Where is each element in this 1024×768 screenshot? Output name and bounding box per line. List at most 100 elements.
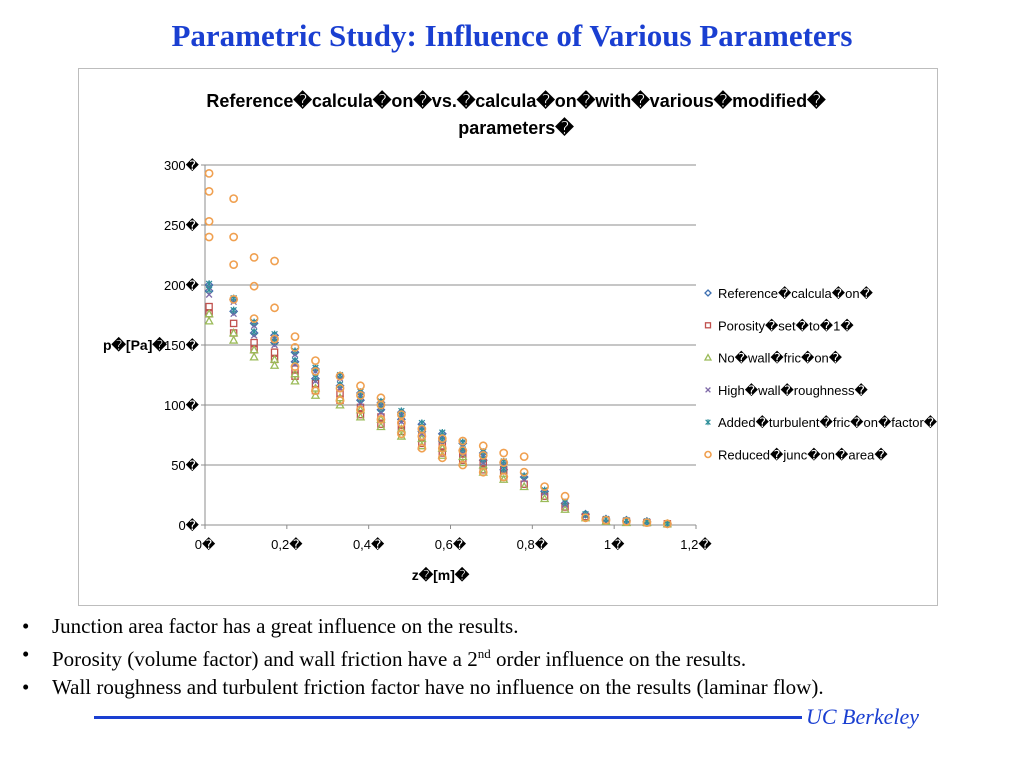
data-point: [478, 467, 488, 477]
data-point: [229, 232, 239, 242]
data-point: [642, 518, 652, 527]
series-0: [204, 280, 672, 529]
x-tick-label: 0,2�: [271, 537, 303, 552]
data-point: [290, 376, 300, 385]
data-point: [249, 252, 259, 262]
data-point: [290, 342, 300, 352]
legend-label: High�wall�roughness�: [718, 383, 869, 398]
data-point: [271, 337, 278, 345]
bullet-marker: •: [22, 675, 30, 699]
data-point: [459, 456, 467, 464]
data-point: [376, 421, 386, 431]
data-point: [519, 452, 529, 461]
data-point: [335, 371, 345, 381]
scatter-chart: Reference�calcula�on�vs.�calcula�on�with…: [103, 90, 937, 583]
bullet-marker: •: [22, 642, 30, 666]
series-4: [205, 280, 671, 528]
data-point: [250, 328, 258, 336]
data-point: [438, 449, 447, 457]
data-point: [519, 481, 529, 491]
legend-label: Porosity�set�to�1�: [718, 318, 854, 333]
cross-stroke: [705, 387, 711, 393]
y-axis-label: p�[Pa]�: [103, 336, 167, 353]
data-point: [520, 480, 528, 488]
data-point: [356, 381, 365, 391]
bullet-marker: •: [22, 614, 30, 638]
x-axis-label: z�[m]�: [412, 566, 470, 583]
data-point: [311, 366, 320, 376]
data-point: [417, 443, 427, 453]
y-tick-label: 300�: [164, 158, 200, 173]
axis-labels: p�[Pa]� z�[m]�: [103, 336, 470, 583]
data-point: [396, 418, 406, 428]
data-point: [249, 328, 259, 338]
bullet-text: Wall roughness and turbulent friction fa…: [52, 675, 824, 699]
data-point: [229, 306, 239, 316]
data-point: [228, 335, 239, 344]
legend: Reference�calcula�on� Porosity�set�to�1� N…: [703, 286, 937, 463]
legend-marker: [704, 289, 712, 297]
series-2: [204, 308, 673, 528]
data-point: [437, 443, 447, 453]
legend-marker: [704, 450, 712, 459]
data-point: [310, 390, 321, 399]
data-point: [356, 390, 365, 400]
y-tick-label: 150�: [164, 338, 200, 353]
data-point: [205, 291, 213, 298]
x-tick-label: 0,8�: [517, 537, 549, 552]
series-3: [205, 284, 671, 528]
legend-marker: [703, 353, 713, 361]
data-point: [662, 519, 672, 529]
data-point: [270, 256, 279, 266]
data-point: [622, 516, 631, 526]
data-point: [204, 187, 214, 196]
data-point: [560, 491, 570, 501]
x-tick-label: 1�: [604, 537, 625, 552]
data-point: [229, 319, 238, 328]
chart-frame: Reference�calcula�on�vs.�calcula�on�with…: [78, 68, 938, 606]
data-point: [664, 520, 671, 528]
data-point: [355, 412, 366, 421]
data-point: [310, 374, 320, 384]
data-point: [396, 410, 406, 419]
data-point: [601, 515, 611, 525]
data-point: [437, 453, 447, 463]
bullet-item: • Porosity (volume factor) and wall frict…: [22, 640, 1012, 673]
bullet-item: • Wall roughness and turbulent friction f…: [22, 673, 1012, 701]
data-point: [290, 332, 300, 341]
slide-title: Parametric Study: Influence of Various P…: [171, 18, 853, 53]
data-point: [396, 429, 406, 439]
data-point: [560, 504, 570, 513]
data-point: [311, 386, 320, 395]
legend-marker: [705, 387, 711, 393]
y-tick-label: 200�: [164, 278, 200, 293]
data-point: [478, 450, 488, 460]
data-points: [204, 169, 673, 529]
data-point: [539, 493, 550, 503]
data-point: [230, 306, 237, 314]
data-point: [499, 458, 509, 467]
data-point: [458, 460, 468, 470]
series-5: [204, 169, 672, 529]
data-point: [270, 303, 279, 313]
chart-title: Reference�calcula�on�vs.�calcula�on�with…: [206, 90, 826, 138]
data-point: [396, 431, 407, 440]
data-point: [335, 400, 345, 409]
y-tick-label: 50�: [171, 458, 199, 473]
footer-brand: UC Berkeley: [806, 704, 919, 729]
data-point: [519, 467, 529, 477]
data-point: [499, 472, 509, 482]
data-point: [249, 314, 259, 323]
legend-marker: [705, 419, 711, 426]
y-tick-label: 0�: [178, 518, 199, 533]
data-point: [205, 302, 213, 311]
data-point: [204, 169, 214, 178]
data-point: [311, 356, 320, 365]
chart-title-line: Reference�calcula�on�vs.�calcula�on�with…: [206, 90, 826, 111]
tick-labels: 0� 50� 100� 150� 200� 250� 300� 0� 0,2� 0,4� 0,6� 0…: [164, 158, 712, 552]
grid-lines: [205, 164, 696, 466]
legend-label: Reference�calcula�on�: [718, 286, 874, 301]
y-tick-label: 250�: [164, 218, 200, 233]
legend-label: Reduced�junc�on�area�: [718, 448, 888, 463]
cross-stroke: [205, 291, 213, 298]
